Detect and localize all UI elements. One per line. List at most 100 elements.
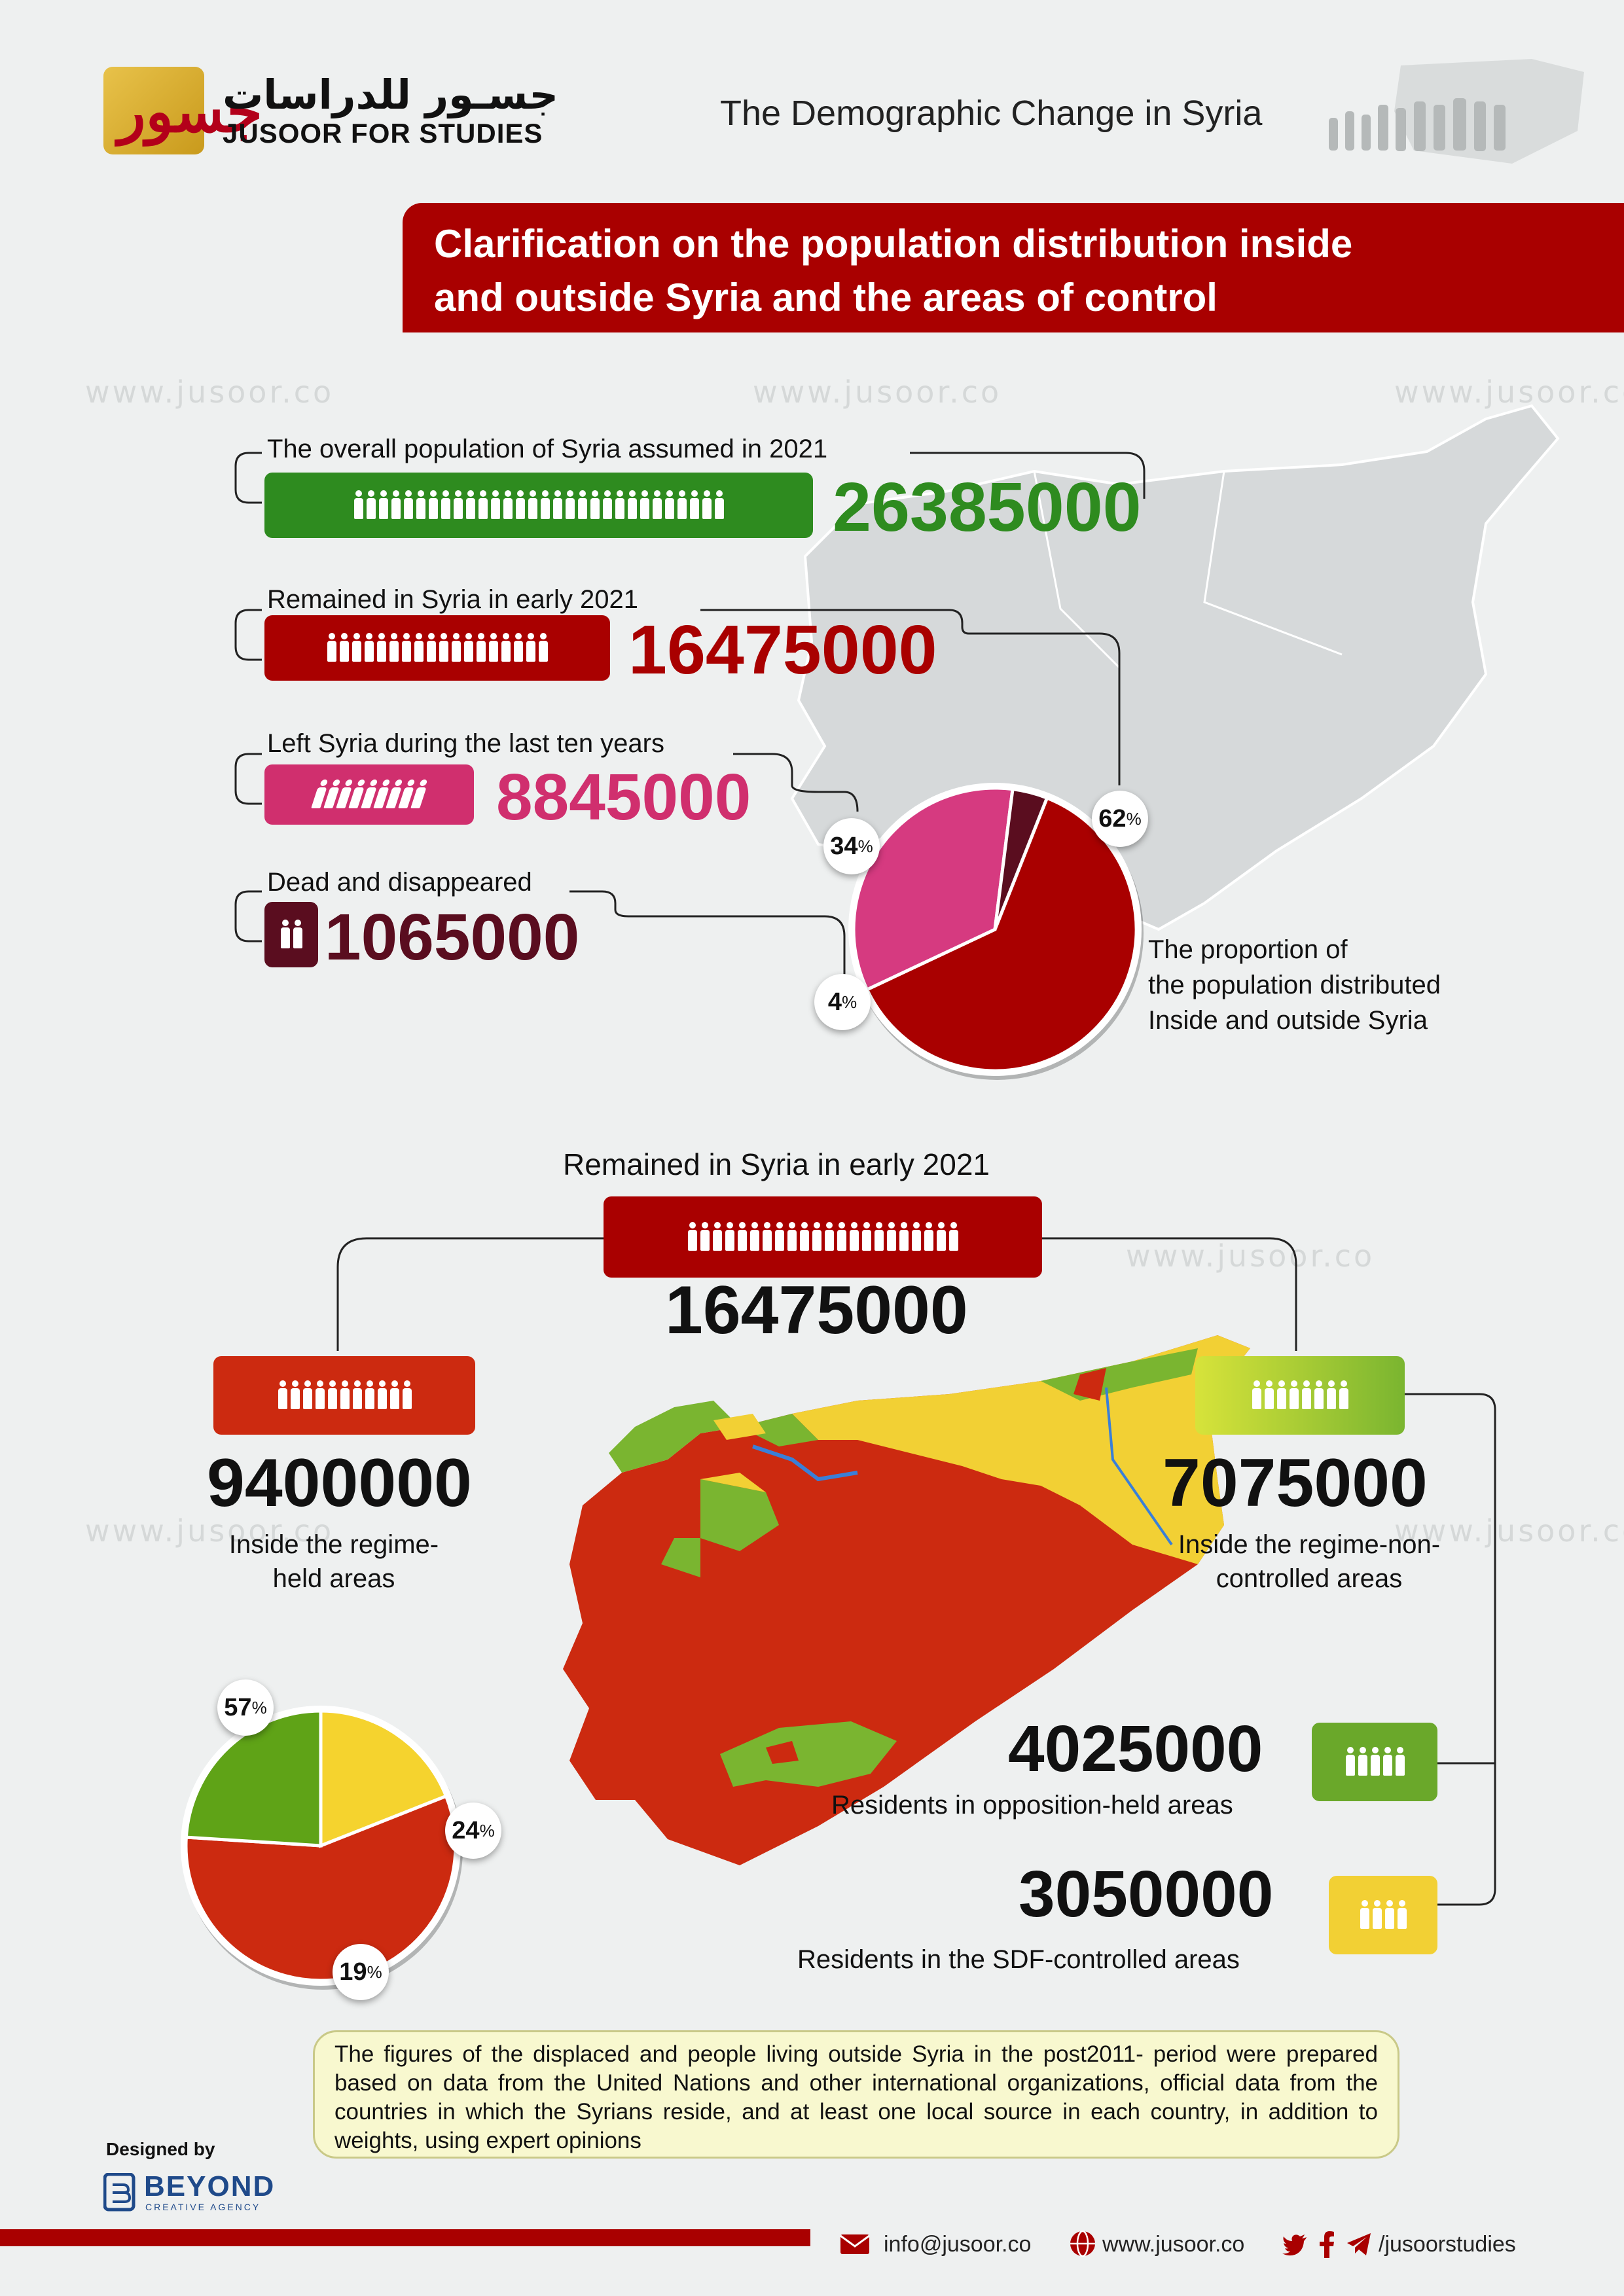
person-icon: [278, 1380, 287, 1410]
watermark: www.jusoor.co: [1394, 374, 1624, 410]
watermark: www.jusoor.co: [85, 374, 334, 410]
pie1-slice-dead: [993, 787, 1049, 930]
person-icon: [690, 490, 699, 520]
person-icon: [837, 1222, 846, 1252]
person-icon: [439, 633, 448, 663]
person-icon: [491, 490, 500, 520]
watermark: www.jusoor.co: [753, 374, 1002, 410]
person-icon: [302, 1380, 312, 1410]
facebook-icon[interactable]: [1318, 2231, 1335, 2258]
person-icon: [441, 490, 450, 520]
connector-lines: [234, 452, 1146, 975]
footer-email[interactable]: info@jusoor.co: [884, 2232, 1032, 2257]
pie1-badge-left-value: 34: [830, 832, 858, 860]
person-icon: [466, 490, 475, 520]
pie2-badge-regime-value: 57: [224, 1693, 252, 1721]
person-icon: [603, 490, 612, 520]
sdf-value: 3050000: [1019, 1857, 1274, 1931]
methodology-note: The figures of the displaced and people …: [313, 2030, 1399, 2159]
footer-social-handle[interactable]: /jusoorstudies: [1379, 2232, 1516, 2257]
person-icon: [1314, 1380, 1324, 1410]
person-icon: [1398, 1900, 1407, 1930]
pie1-caption: The proportion of the population distrib…: [1148, 935, 1441, 1035]
person-icon: [478, 490, 488, 520]
person-icon: [1302, 1380, 1311, 1410]
sdf-bar: [1329, 1876, 1437, 1954]
pie1-slice-remained: [865, 795, 1138, 1073]
person-icon: [503, 490, 513, 520]
pct-sign: %: [251, 1697, 267, 1717]
person-icon: [454, 490, 463, 520]
footer-website[interactable]: www.jusoor.co: [1102, 2232, 1245, 2257]
person-icon: [1373, 1900, 1382, 1930]
person-icon: [541, 490, 550, 520]
person-icon: [1265, 1380, 1274, 1410]
person-icon: [1382, 1747, 1392, 1777]
opposition-bar: [1312, 1723, 1437, 1801]
person-icon: [365, 1380, 374, 1410]
title-banner: Clarification on the population distribu…: [403, 203, 1624, 332]
email-icon: [840, 2234, 870, 2254]
control-areas-pie-chart: [181, 1706, 463, 1990]
person-icon: [677, 490, 687, 520]
pie1-badge-dead: 4%: [814, 974, 871, 1030]
person-icon: [787, 1222, 797, 1252]
person-icon: [501, 633, 511, 663]
person-icon: [365, 633, 374, 663]
person-icon: [340, 1380, 350, 1410]
pie2-slice-sdf: [319, 1709, 448, 1848]
person-icon: [429, 490, 438, 520]
person-icon: [416, 490, 425, 520]
person-icon: [352, 633, 361, 663]
pct-sign: %: [842, 992, 857, 1012]
regime-label: Inside the regime- held areas: [228, 1530, 439, 1593]
person-icon: [812, 1222, 821, 1252]
watermark: www.jusoor.co: [85, 1513, 334, 1549]
left-syria-value: 8845000: [496, 761, 751, 834]
person-icon: [800, 1222, 809, 1252]
person-icon: [937, 1222, 946, 1252]
telegram-icon[interactable]: [1346, 2232, 1372, 2257]
overall-population-bar: [264, 473, 813, 538]
person-icon: [825, 1222, 834, 1252]
person-icon: [850, 1222, 859, 1252]
person-icon: [702, 490, 712, 520]
watermark: www.jusoor.co: [1394, 1513, 1624, 1549]
person-icon: [367, 490, 376, 520]
pie2-badge-sdf-value: 19: [339, 1958, 367, 1986]
dead-value: 1065000: [325, 901, 580, 974]
remained-label: Remained in Syria in early 2021: [267, 585, 638, 614]
person-icon: [516, 490, 525, 520]
person-icon: [1252, 1380, 1261, 1410]
person-icon: [1327, 1380, 1336, 1410]
person-icon: [899, 1222, 909, 1252]
person-icon: [862, 1222, 871, 1252]
pie1-badge-remained: 62%: [1092, 791, 1148, 847]
person-icon: [1339, 1380, 1348, 1410]
person-icon: [628, 490, 637, 520]
pie1-slice-left: [852, 786, 1015, 992]
person-icon: [713, 1222, 722, 1252]
non-regime-label: Inside the regime-non- controlled areas: [1178, 1530, 1441, 1593]
person-icon: [402, 1380, 412, 1410]
crowd-map-icon: [1329, 59, 1584, 164]
person-icon: [404, 490, 413, 520]
section2-connectors: [336, 1237, 1496, 1906]
population-pie-chart: [848, 783, 1144, 1080]
person-icon: [1290, 1380, 1299, 1410]
opposition-label: Residents in opposition-held areas: [831, 1791, 1233, 1820]
person-icon: [1395, 1747, 1405, 1777]
person-icon: [875, 1222, 884, 1252]
pie2-badge-regime: 57%: [217, 1679, 274, 1736]
beyond-logo-icon: [103, 2173, 135, 2212]
person-icon: [1370, 1747, 1380, 1777]
person-icon: [354, 490, 363, 520]
pct-sign: %: [367, 1962, 382, 1982]
person-icon: [1360, 1900, 1369, 1930]
section2-total-value: 16475000: [665, 1272, 968, 1348]
twitter-icon[interactable]: [1282, 2233, 1308, 2257]
pie1-badge-dead-value: 4: [827, 988, 842, 1016]
beyond-logo-subtext: CREATIVE AGENCY: [145, 2202, 261, 2212]
watermark: www.jusoor.co: [1126, 1238, 1375, 1274]
person-icon: [327, 633, 336, 663]
